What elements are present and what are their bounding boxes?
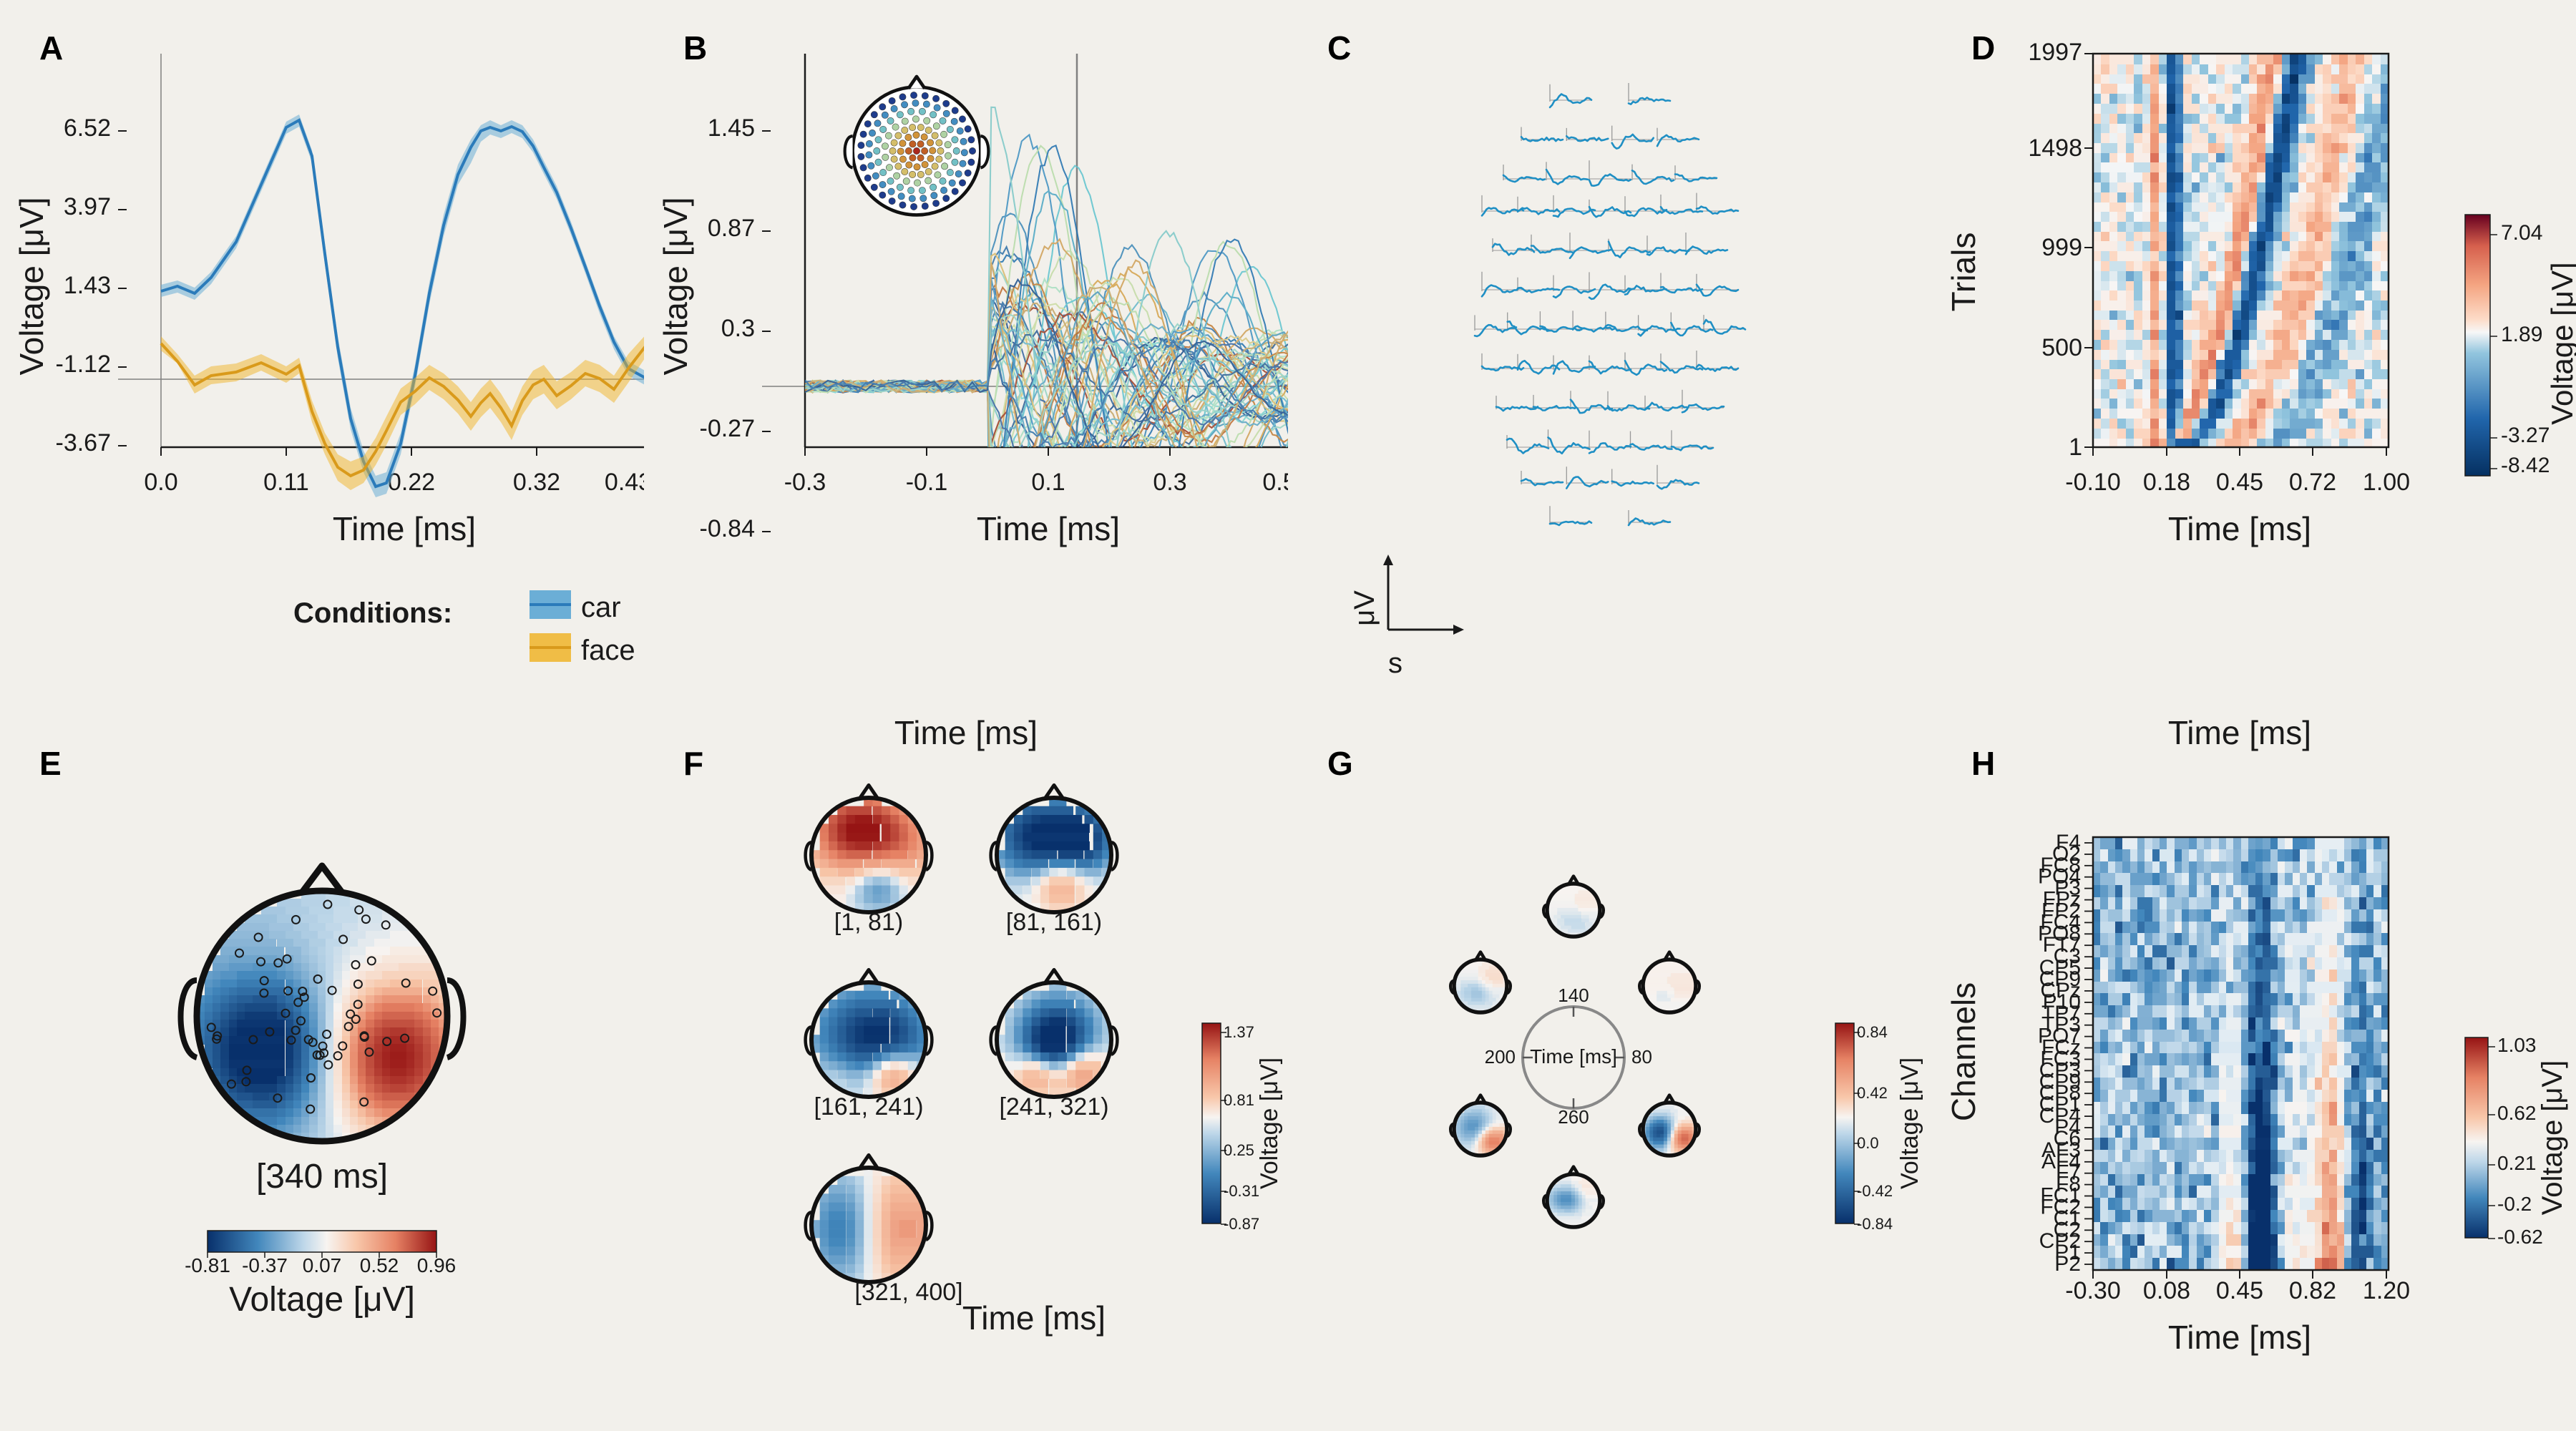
- svg-text:0.08: 0.08: [2143, 1277, 2190, 1304]
- svg-text:-1.12: -1.12: [56, 351, 112, 378]
- svg-text:[161, 241): [161, 241): [814, 1093, 923, 1120]
- svg-text:Voltage [μV]: Voltage [μV]: [229, 1281, 415, 1319]
- svg-text:0.81: 0.81: [1224, 1091, 1254, 1109]
- svg-text:0.5: 0.5: [1262, 469, 1288, 496]
- svg-text:3.97: 3.97: [64, 193, 111, 220]
- svg-text:260: 260: [1558, 1106, 1589, 1128]
- svg-text:0.3: 0.3: [721, 315, 755, 342]
- svg-text:Conditions:: Conditions:: [293, 597, 452, 629]
- svg-text:car: car: [581, 592, 621, 623]
- svg-text:Time [ms]: Time [ms]: [962, 1299, 1106, 1337]
- svg-text:Voltage [μV]: Voltage [μV]: [657, 197, 694, 375]
- svg-text:0.21: 0.21: [2497, 1152, 2537, 1174]
- svg-text:-8.42: -8.42: [2501, 454, 2550, 477]
- svg-text:-3.27: -3.27: [2501, 424, 2550, 447]
- svg-text:Voltage [μV]: Voltage [μV]: [1256, 1058, 1283, 1189]
- svg-text:Trials: Trials: [1945, 233, 1982, 312]
- svg-text:Time [ms]: Time [ms]: [977, 510, 1120, 547]
- svg-text:Voltage [μV]: Voltage [μV]: [2545, 262, 2576, 424]
- svg-text:[241, 321): [241, 321): [999, 1093, 1108, 1120]
- svg-text:[81, 161): [81, 161): [1006, 909, 1102, 936]
- svg-text:0.42: 0.42: [1857, 1084, 1888, 1102]
- svg-text:0.0: 0.0: [1857, 1134, 1879, 1152]
- svg-text:1.37: 1.37: [1224, 1023, 1254, 1041]
- svg-text:0.1: 0.1: [1031, 469, 1065, 496]
- svg-text:-0.31: -0.31: [1224, 1182, 1259, 1200]
- svg-text:0.45: 0.45: [2216, 469, 2263, 496]
- svg-text:0.62: 0.62: [2497, 1102, 2537, 1124]
- svg-text:Channels: Channels: [1945, 982, 1982, 1121]
- svg-text:0.0: 0.0: [144, 469, 177, 496]
- svg-text:0.32: 0.32: [513, 469, 560, 496]
- svg-text:1.45: 1.45: [708, 114, 755, 142]
- svg-text:0.25: 0.25: [1224, 1141, 1254, 1159]
- svg-text:-0.27: -0.27: [700, 415, 756, 442]
- svg-text:Time [ms]: Time [ms]: [1530, 1045, 1617, 1068]
- svg-text:140: 140: [1558, 985, 1589, 1006]
- svg-text:-0.42: -0.42: [1857, 1182, 1893, 1200]
- svg-text:1.20: 1.20: [2363, 1277, 2410, 1304]
- svg-text:1.03: 1.03: [2497, 1034, 2537, 1056]
- svg-text:-0.84: -0.84: [1857, 1215, 1893, 1233]
- svg-text:0.82: 0.82: [2289, 1277, 2336, 1304]
- svg-text:Time [ms]: Time [ms]: [2168, 716, 2311, 751]
- svg-text:0.22: 0.22: [388, 469, 435, 496]
- svg-text:-0.1: -0.1: [906, 469, 948, 496]
- svg-text:Time [ms]: Time [ms]: [894, 716, 1038, 751]
- svg-text:0.87: 0.87: [708, 215, 755, 242]
- svg-text:-0.87: -0.87: [1224, 1215, 1259, 1233]
- svg-text:-0.3: -0.3: [784, 469, 826, 496]
- svg-text:200: 200: [1485, 1046, 1516, 1068]
- svg-text:Voltage [μV]: Voltage [μV]: [1896, 1058, 1923, 1189]
- svg-text:500: 500: [2041, 334, 2082, 361]
- svg-text:1498: 1498: [2028, 135, 2082, 162]
- svg-text:face: face: [581, 635, 635, 666]
- svg-text:1.89: 1.89: [2501, 323, 2542, 346]
- svg-text:P2: P2: [2054, 1252, 2081, 1276]
- svg-text:Voltage [μV]: Voltage [μV]: [2537, 1060, 2568, 1216]
- svg-text:1997: 1997: [2028, 39, 2082, 66]
- svg-text:[1, 81): [1, 81): [834, 909, 903, 936]
- svg-text:[321, 400]: [321, 400]: [854, 1279, 962, 1306]
- svg-text:0.3: 0.3: [1153, 469, 1186, 496]
- svg-text:s: s: [1388, 648, 1402, 679]
- svg-text:Voltage [μV]: Voltage [μV]: [13, 197, 50, 375]
- svg-text:0.72: 0.72: [2289, 469, 2336, 496]
- svg-text:0.45: 0.45: [2216, 1277, 2263, 1304]
- svg-text:Time [ms]: Time [ms]: [2168, 1319, 2311, 1356]
- svg-text:-3.67: -3.67: [56, 429, 112, 456]
- svg-text:1: 1: [2069, 434, 2082, 461]
- svg-text:-0.10: -0.10: [2065, 469, 2121, 496]
- svg-text:Time [ms]: Time [ms]: [2168, 510, 2311, 547]
- svg-text:0.43: 0.43: [605, 469, 644, 496]
- svg-text:-0.62: -0.62: [2497, 1226, 2543, 1248]
- svg-text:μV: μV: [1349, 590, 1380, 626]
- svg-text:7.04: 7.04: [2501, 221, 2542, 245]
- svg-text:0.84: 0.84: [1857, 1023, 1888, 1041]
- svg-text:0.18: 0.18: [2143, 469, 2190, 496]
- svg-text:1.43: 1.43: [64, 272, 111, 299]
- svg-text:[340 ms]: [340 ms]: [256, 1158, 388, 1196]
- svg-text:-0.84: -0.84: [700, 515, 756, 542]
- svg-text:999: 999: [2041, 234, 2082, 261]
- svg-text:-0.30: -0.30: [2065, 1277, 2121, 1304]
- svg-text:Time [ms]: Time [ms]: [333, 510, 476, 547]
- svg-text:0.11: 0.11: [263, 469, 309, 496]
- svg-text:80: 80: [1631, 1046, 1652, 1068]
- svg-text:1.00: 1.00: [2363, 469, 2410, 496]
- svg-text:6.52: 6.52: [64, 114, 111, 142]
- svg-text:-0.2: -0.2: [2497, 1193, 2532, 1215]
